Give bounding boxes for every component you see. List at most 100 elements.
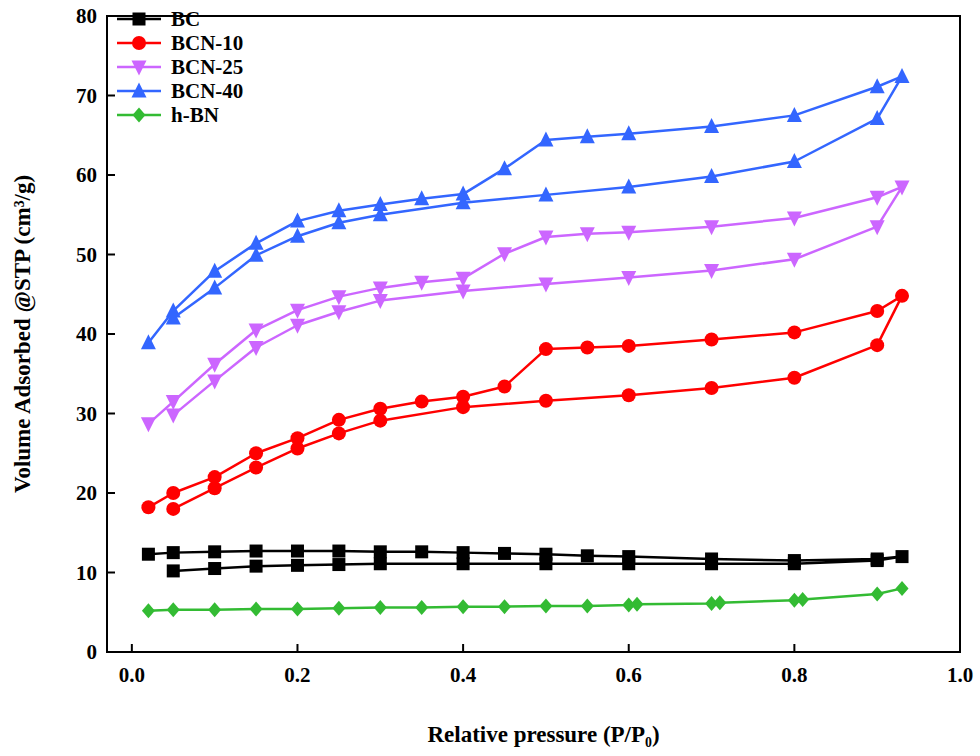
series-line [148, 588, 902, 610]
data-point [498, 379, 512, 393]
plot-frame [107, 16, 960, 652]
x-tick-label: 0.4 [450, 663, 477, 687]
y-tick [107, 572, 115, 574]
data-point [787, 153, 802, 168]
data-point [415, 545, 428, 558]
x-tick-label: 0.6 [616, 663, 642, 687]
data-point [208, 562, 221, 575]
y-tick [107, 254, 115, 256]
data-point [871, 586, 884, 601]
data-point [249, 341, 264, 356]
data-point [538, 186, 553, 201]
data-point [538, 277, 553, 292]
data-point [373, 196, 388, 211]
x-tick [462, 644, 464, 652]
y-tick [107, 333, 115, 335]
data-point [250, 545, 263, 558]
data-point [870, 110, 885, 125]
data-point [250, 602, 263, 617]
data-point [142, 603, 155, 618]
data-point [141, 417, 156, 432]
data-point [207, 263, 222, 278]
data-point [787, 211, 802, 226]
data-point [787, 253, 802, 268]
data-point [539, 394, 553, 408]
data-point [580, 341, 594, 355]
data-point [787, 371, 801, 385]
data-point [788, 554, 801, 567]
legend-marker [132, 83, 147, 98]
y-tick [107, 492, 115, 494]
data-point [374, 600, 387, 615]
data-point [249, 461, 263, 475]
data-point [622, 550, 635, 563]
data-point [457, 546, 470, 559]
data-point [622, 339, 636, 353]
data-point [538, 231, 553, 246]
data-point [705, 333, 719, 347]
data-point [167, 602, 180, 617]
plot-area [141, 68, 910, 618]
legend-label: BCN-25 [171, 55, 243, 79]
data-point [539, 548, 552, 561]
data-point [580, 128, 595, 143]
data-point [166, 395, 181, 410]
data-point [870, 78, 885, 93]
data-point [332, 413, 346, 427]
data-point [796, 592, 809, 607]
y-tick-label: 60 [76, 163, 97, 187]
data-point [457, 599, 470, 614]
data-point [332, 545, 345, 558]
data-point [166, 302, 181, 317]
data-point [870, 191, 885, 206]
data-point [142, 548, 155, 561]
data-point [414, 190, 429, 205]
legend-marker [133, 108, 146, 123]
data-point [207, 279, 222, 294]
data-point [787, 325, 801, 339]
series-line [148, 187, 902, 424]
legend-label: BCN-10 [171, 31, 243, 55]
data-point [896, 550, 909, 563]
data-point [291, 602, 304, 617]
data-point [704, 168, 719, 183]
chart-root: 0.00.20.40.60.81.001020304050607080Relat… [0, 0, 980, 756]
data-point [373, 281, 388, 296]
y-axis-title: Volume Adsorbed @STP (cm³/g) [10, 175, 36, 493]
data-point [497, 160, 512, 175]
data-point [497, 247, 512, 262]
data-point [290, 319, 305, 334]
data-point [705, 552, 718, 565]
data-point [581, 549, 594, 562]
data-point [414, 276, 429, 291]
data-point [290, 431, 304, 445]
data-point [249, 446, 263, 460]
legend-label: h-BN [171, 103, 219, 127]
x-tick-label: 1.0 [947, 663, 973, 687]
data-point [167, 546, 180, 559]
data-point [581, 598, 594, 613]
y-tick-label: 50 [76, 243, 97, 267]
y-tick [107, 413, 115, 415]
data-point [870, 304, 884, 318]
data-point [207, 374, 222, 389]
data-point [621, 271, 636, 286]
y-tick-label: 20 [76, 481, 97, 505]
data-point [290, 213, 305, 228]
data-point [787, 107, 802, 122]
data-point [621, 125, 636, 140]
data-point [870, 338, 884, 352]
data-point [539, 598, 552, 613]
data-point [291, 559, 304, 572]
data-point [166, 409, 181, 424]
data-point [498, 547, 511, 560]
data-point [331, 305, 346, 320]
data-point [498, 599, 511, 614]
data-point [456, 390, 470, 404]
x-tick-label: 0.0 [119, 663, 145, 687]
data-point [373, 414, 387, 428]
data-point [704, 264, 719, 279]
x-tick [296, 644, 298, 652]
legend: BCBCN-10BCN-25BCN-40h-BN [117, 7, 243, 127]
legend-marker [132, 61, 147, 76]
